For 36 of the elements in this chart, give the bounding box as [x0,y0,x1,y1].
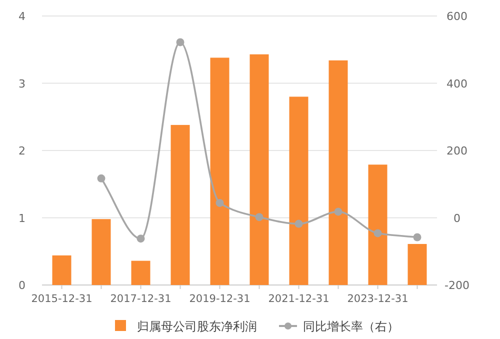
bar [250,54,269,285]
y-tick-label: 0 [18,279,26,292]
y2-tick-label: 0 [454,212,460,225]
point [136,234,145,243]
bar [52,255,72,285]
x-tick-label: 2021-12-31 [268,293,330,305]
bar [328,60,348,285]
bar [408,244,427,285]
point [216,198,224,207]
y2-tick-label: 200 [446,144,468,158]
bar [368,164,388,285]
bar [170,124,190,285]
point [294,220,303,228]
y2-tick-label: -200 [444,279,470,292]
bar [289,96,308,285]
point [176,38,184,46]
x-tick-label: 2017-12-31 [110,293,172,305]
point [97,174,106,182]
y-tick-label: 3 [18,77,26,90]
point [413,233,422,242]
legend-label: 同比增长率（右） [303,320,399,334]
y-tick-label: 1 [18,212,26,225]
y2-tick-label: 600 [446,10,468,23]
y-tick-label: 4 [18,10,26,23]
y2-tick-label: 400 [446,77,468,90]
x-tick-label: 2019-12-31 [189,293,250,305]
bar [210,58,230,285]
legend-label: 归属母公司股东净利润 [137,320,257,334]
point [374,229,382,238]
point [255,213,264,222]
x-tick-label: 2023-12-31 [347,293,408,305]
y-tick-label: 2 [18,144,26,158]
x-tick-label: 2015-12-31 [31,293,92,305]
point [334,208,342,216]
bar [131,260,150,285]
bar [92,219,111,285]
